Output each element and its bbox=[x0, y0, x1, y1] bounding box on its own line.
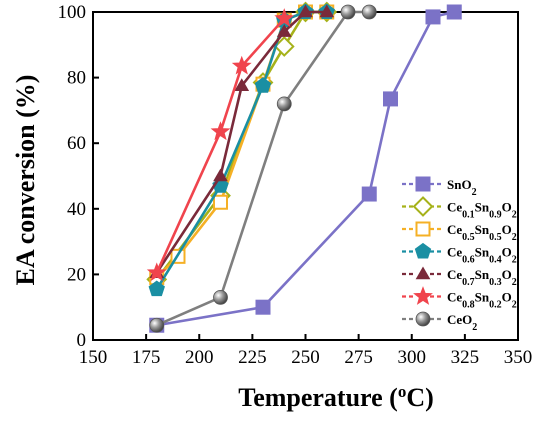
series-Ce0.8Sn0.2O2 bbox=[146, 8, 295, 282]
y-tick-label: 0 bbox=[77, 330, 87, 351]
series-line bbox=[156, 10, 455, 327]
legend-marker bbox=[415, 266, 431, 280]
data-point bbox=[319, 4, 335, 18]
series-line bbox=[155, 10, 327, 279]
legend-label: SnO2 bbox=[447, 177, 477, 198]
x-tick-label: 150 bbox=[79, 347, 108, 368]
data-point bbox=[361, 186, 377, 202]
legend-item: Ce0.5Sn0.5O2 bbox=[402, 221, 517, 243]
legend-marker bbox=[413, 286, 433, 305]
legend-label: Ce0.6Sn0.4O2 bbox=[447, 245, 517, 266]
series-CeO2 bbox=[149, 4, 377, 333]
x-axis: 150 175 200 225 250 275 300 325 350 bbox=[79, 334, 533, 368]
data-point bbox=[254, 77, 272, 93]
data-point bbox=[231, 55, 252, 75]
x-axis-title: Temperature (oC) bbox=[238, 382, 434, 413]
x-tick-label: 225 bbox=[238, 347, 267, 368]
legend-label: Ce0.8Sn0.2O2 bbox=[447, 290, 517, 311]
x-tick-label: 175 bbox=[132, 347, 161, 368]
data-point bbox=[298, 4, 313, 18]
data-point bbox=[148, 280, 165, 297]
y-tick-label: 80 bbox=[67, 68, 86, 89]
data-point bbox=[213, 168, 228, 182]
data-point bbox=[273, 36, 295, 57]
series-line bbox=[155, 17, 286, 274]
legend-item: Ce0.7Sn0.3O2 bbox=[402, 266, 517, 288]
data-point bbox=[446, 4, 462, 20]
data-point bbox=[274, 8, 295, 27]
data-point bbox=[149, 317, 165, 333]
legend-item: CeO2 bbox=[402, 311, 477, 333]
legend-marker bbox=[415, 221, 431, 237]
data-point bbox=[255, 299, 271, 315]
data-point bbox=[425, 9, 441, 25]
x-tick-label: 300 bbox=[398, 347, 427, 368]
legend-marker bbox=[415, 176, 431, 192]
legend-marker bbox=[414, 242, 432, 259]
x-tick-label: 350 bbox=[504, 347, 533, 368]
legend: SnO2Ce0.1Sn0.9O2Ce0.5Sn0.5O2Ce0.6Sn0.4O2… bbox=[402, 176, 517, 333]
legend-label: Ce0.7Sn0.3O2 bbox=[447, 267, 517, 288]
data-point bbox=[276, 24, 292, 37]
data-point bbox=[210, 121, 231, 141]
legend-label: Ce0.5Sn0.5O2 bbox=[447, 222, 517, 243]
data-point bbox=[340, 4, 356, 20]
data-point bbox=[234, 78, 250, 92]
data-point bbox=[383, 91, 398, 107]
legend-marker bbox=[412, 196, 434, 217]
x-tick-label: 325 bbox=[451, 347, 480, 368]
data-point bbox=[213, 289, 228, 305]
series-SnO2 bbox=[149, 4, 462, 333]
data-point bbox=[361, 4, 377, 20]
data-point bbox=[213, 194, 228, 210]
legend-item: Ce0.1Sn0.9O2 bbox=[402, 196, 517, 221]
series-line bbox=[155, 10, 327, 290]
y-axis: 0 20 40 60 80 100 bbox=[58, 2, 99, 351]
legend-item: Ce0.8Sn0.2O2 bbox=[402, 286, 517, 311]
x-tick-label: 200 bbox=[185, 347, 214, 368]
y-tick-label: 100 bbox=[58, 2, 87, 23]
y-tick-label: 60 bbox=[67, 133, 86, 154]
legend-item: SnO2 bbox=[402, 176, 477, 198]
x-tick-label: 250 bbox=[291, 347, 320, 368]
data-point bbox=[146, 262, 167, 282]
series-layer bbox=[146, 1, 462, 333]
y-tick-label: 40 bbox=[67, 199, 86, 220]
y-tick-label: 20 bbox=[67, 264, 86, 285]
y-axis-title: EA conversion (%) bbox=[11, 75, 40, 286]
data-point bbox=[276, 96, 292, 112]
legend-label: Ce0.1Sn0.9O2 bbox=[447, 200, 517, 221]
legend-label: CeO2 bbox=[447, 312, 477, 333]
legend-item: Ce0.6Sn0.4O2 bbox=[402, 242, 517, 266]
legend-marker bbox=[415, 311, 431, 327]
x-tick-label: 275 bbox=[344, 347, 373, 368]
